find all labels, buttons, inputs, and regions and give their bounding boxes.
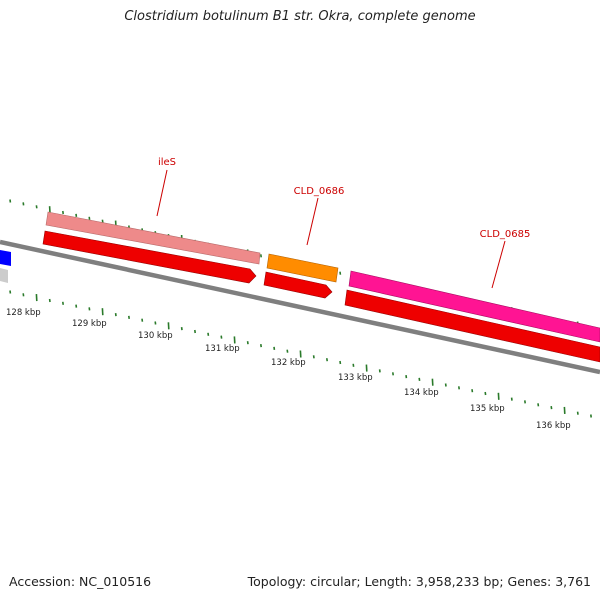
cds-arrow-ileS[interactable] bbox=[42, 230, 257, 284]
left-edge-feature-blue[interactable] bbox=[0, 250, 11, 266]
kbp-label: 136 kbp bbox=[536, 421, 571, 431]
gene-label-CLD_0685[interactable]: CLD_0685 bbox=[480, 229, 531, 240]
kbp-label: 132 kbp bbox=[271, 358, 306, 368]
genome-backbone bbox=[0, 239, 600, 375]
kbp-scale-labels: 128 kbp 129 kbp 130 kbp 131 kbp 132 kbp … bbox=[6, 308, 571, 431]
kbp-label: 128 kbp bbox=[6, 308, 41, 318]
gene-ileS[interactable] bbox=[45, 211, 261, 265]
kbp-label: 134 kbp bbox=[404, 388, 439, 398]
genome-summary-text: Topology: circular; Length: 3,958,233 bp… bbox=[247, 574, 591, 589]
gene-CLD_0685[interactable] bbox=[348, 270, 600, 343]
kbp-label: 130 kbp bbox=[138, 331, 173, 341]
gene-label-ileS[interactable]: ileS bbox=[158, 157, 176, 168]
gene-label-CLD_0686[interactable]: CLD_0686 bbox=[294, 186, 345, 197]
kbp-label: 129 kbp bbox=[72, 319, 107, 329]
gene-CLD_0686[interactable] bbox=[266, 253, 339, 283]
kbp-label: 131 kbp bbox=[205, 344, 240, 354]
inner-tick-marks bbox=[9, 290, 592, 418]
accession-text: Accession: NC_010516 bbox=[9, 574, 152, 589]
kbp-label: 135 kbp bbox=[470, 404, 505, 414]
CLD_0685-leader-line bbox=[491, 240, 506, 289]
ileS-leader-line bbox=[156, 169, 168, 217]
genome-title: Clostridium botulinum B1 str. Okra, comp… bbox=[124, 9, 476, 24]
cds-arrow-CLD_0686[interactable] bbox=[263, 271, 333, 299]
kbp-label: 133 kbp bbox=[338, 373, 373, 383]
cds-arrow-CLD_0685[interactable] bbox=[344, 289, 600, 363]
CLD_0686-leader-line bbox=[306, 197, 319, 246]
left-edge-feature-gray[interactable] bbox=[0, 268, 8, 283]
